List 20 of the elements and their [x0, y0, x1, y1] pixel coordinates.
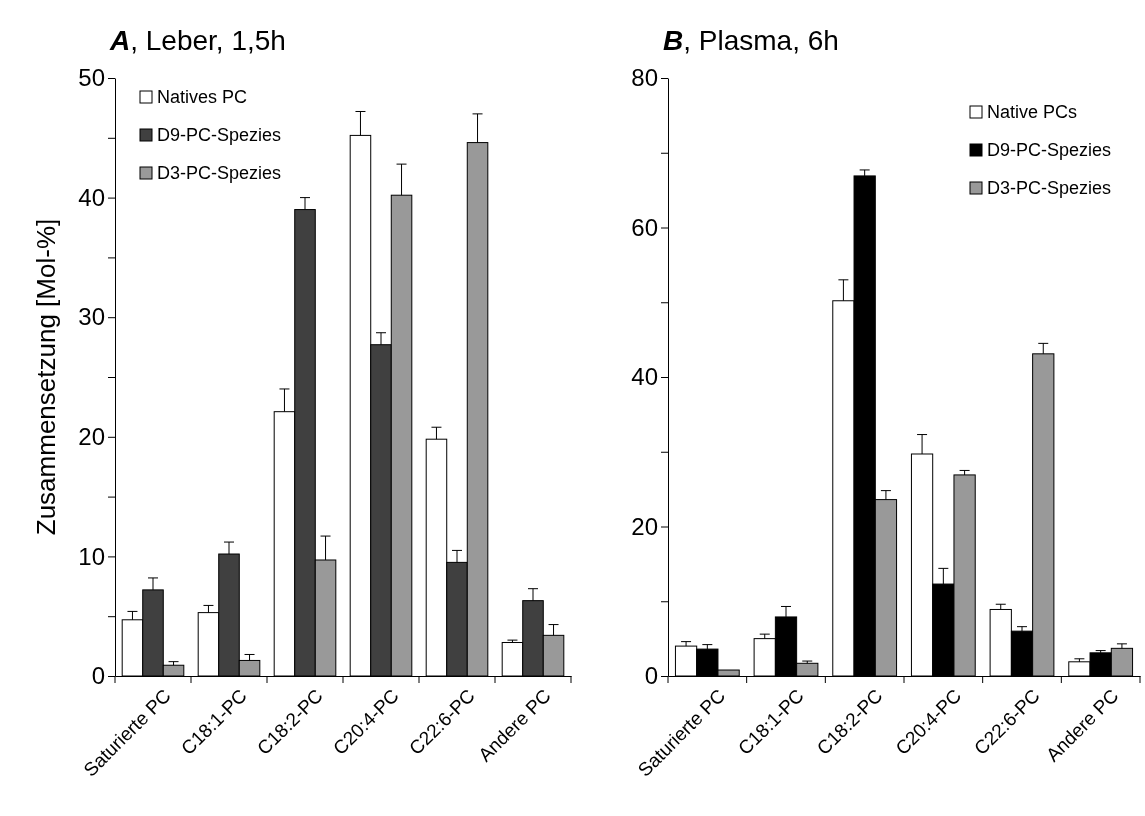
legend-label: Natives PC — [157, 87, 248, 107]
chart-title: A, Leber, 1,5h — [109, 25, 286, 56]
chart-title: B, Plasma, 6h — [663, 25, 839, 56]
y-tick-label: 20 — [78, 422, 105, 450]
y-tick-label: 20 — [631, 512, 658, 540]
y-tick-label: 60 — [631, 213, 658, 241]
legend-label: D9-PC-Spezies — [157, 125, 282, 145]
y-tick-label: 40 — [631, 363, 658, 391]
y-tick-label: 30 — [78, 303, 105, 331]
y-tick-label: 0 — [91, 662, 105, 690]
legend-label: Native PCs — [987, 102, 1078, 122]
y-tick-label: 80 — [631, 64, 658, 92]
legend-label: D3-PC-Spezies — [157, 163, 282, 183]
legend-label: D3-PC-Spezies — [987, 178, 1112, 198]
legend-label: D9-PC-Spezies — [987, 140, 1112, 160]
y-tick-label: 40 — [78, 183, 105, 211]
y-axis-title: Zusammensetzung [Mol-%] — [31, 218, 61, 536]
y-tick-label: 50 — [78, 64, 105, 92]
y-tick-label: 0 — [644, 662, 658, 690]
y-tick-label: 10 — [78, 542, 105, 570]
